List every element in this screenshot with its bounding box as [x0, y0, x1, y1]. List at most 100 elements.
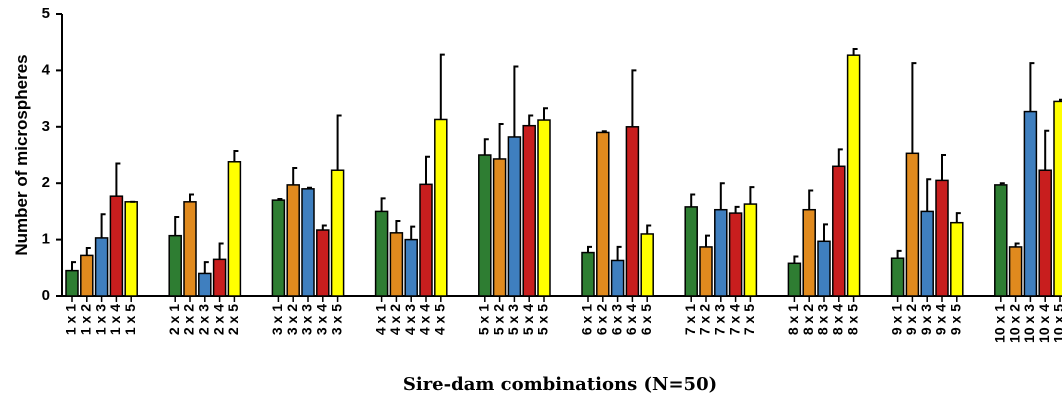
error-bar — [616, 245, 622, 261]
x-tick-label: 5 x 3 — [505, 304, 521, 335]
bar — [1038, 169, 1052, 297]
error-bar — [321, 224, 327, 231]
y-tick-label: 3 — [42, 118, 50, 135]
bar — [80, 254, 94, 297]
y-tick-label: 4 — [42, 61, 51, 78]
x-tick-label: 3 x 1 — [269, 304, 285, 335]
error-bar — [336, 114, 342, 171]
error-bar — [100, 213, 106, 238]
bar — [404, 238, 418, 297]
error-bar — [852, 47, 858, 56]
bar — [212, 258, 227, 297]
error-bar — [307, 186, 312, 189]
error-bar — [941, 154, 946, 181]
bar — [846, 54, 861, 297]
y-tick-label: 2 — [42, 174, 50, 191]
x-tick-label: 10 x 3 — [1021, 304, 1037, 343]
error-bar — [793, 255, 799, 264]
bar — [950, 221, 964, 297]
bar — [905, 152, 920, 297]
error-bar — [425, 155, 430, 185]
bar — [271, 199, 286, 297]
error-bar — [1014, 242, 1020, 247]
bar — [699, 246, 713, 297]
bar — [890, 257, 905, 297]
error-bar — [631, 69, 637, 127]
bar — [625, 126, 640, 297]
x-tick-label: 2 x 2 — [181, 304, 197, 335]
error-bar — [277, 197, 283, 201]
error-bar — [395, 219, 401, 233]
error-bar — [292, 166, 298, 185]
x-tick-label: 1 x 4 — [107, 304, 123, 335]
bar — [507, 136, 522, 297]
error-bar — [734, 205, 740, 214]
x-tick-label: 7 x 2 — [697, 304, 713, 335]
x-tick-label: 6 x 5 — [638, 304, 654, 335]
bar — [537, 119, 551, 297]
x-tick-label: 6 x 2 — [594, 304, 610, 335]
bar — [581, 251, 595, 297]
error-bar — [189, 193, 194, 202]
error-bar — [483, 138, 489, 155]
x-tick-label: 8 x 2 — [800, 304, 816, 335]
x-tick-label: 8 x 3 — [815, 304, 831, 335]
bar — [124, 201, 138, 297]
x-tick-label: 5 x 5 — [535, 304, 551, 335]
error-bar — [837, 148, 843, 167]
bar — [227, 161, 242, 297]
x-tick-label: 4 x 3 — [402, 304, 418, 335]
bar — [1023, 110, 1038, 297]
x-tick-label: 8 x 1 — [785, 304, 801, 335]
bar — [935, 179, 949, 297]
x-tick-label: 5 x 4 — [520, 304, 536, 335]
error-bar — [749, 186, 755, 205]
bar — [94, 237, 109, 297]
error-bar — [690, 193, 696, 207]
x-tick-label: 3 x 4 — [314, 304, 330, 335]
x-tick-label: 7 x 5 — [741, 304, 757, 335]
x-tick-label: 2 x 3 — [196, 304, 212, 335]
x-tick-label: 4 x 1 — [372, 304, 388, 335]
bar — [728, 212, 743, 297]
x-tick-label: 8 x 5 — [844, 304, 860, 335]
x-tick-label: 4 x 2 — [387, 304, 403, 335]
bar — [65, 269, 79, 297]
bar — [301, 188, 315, 297]
x-tick-label: 5 x 1 — [476, 304, 492, 335]
error-bar — [528, 114, 534, 126]
error-bar — [999, 182, 1005, 185]
bar — [478, 154, 492, 297]
error-bar — [380, 197, 386, 212]
x-tick-label: 10 x 5 — [1051, 304, 1062, 343]
x-tick-label: 9 x 3 — [918, 304, 934, 335]
error-bar — [115, 162, 121, 197]
bar — [787, 262, 802, 297]
x-tick-label: 2 x 4 — [210, 304, 226, 335]
bar — [198, 272, 212, 297]
error-bar — [926, 178, 932, 212]
error-bar — [587, 245, 592, 253]
bar — [1008, 246, 1023, 297]
error-bar — [705, 234, 710, 247]
bar — [286, 184, 300, 297]
x-tick-label: 7 x 4 — [726, 304, 742, 335]
x-tick-label: 6 x 1 — [579, 304, 595, 335]
x-tick-label: 2 x 1 — [166, 304, 182, 335]
error-bar — [85, 247, 91, 256]
x-tick-label: 1 x 3 — [92, 304, 108, 335]
bar — [714, 208, 728, 297]
x-tick-label: 9 x 4 — [933, 304, 949, 335]
bar — [389, 232, 404, 297]
bar — [802, 208, 816, 297]
error-bar — [955, 212, 961, 223]
error-bar — [203, 261, 209, 274]
bar — [109, 195, 124, 297]
bar — [183, 201, 197, 297]
x-tick-label: 3 x 3 — [299, 304, 315, 335]
x-tick-label: 1 x 2 — [78, 304, 94, 335]
x-tick-label: 1 x 5 — [122, 304, 138, 335]
error-bar — [1044, 129, 1050, 171]
error-bar — [439, 53, 445, 120]
